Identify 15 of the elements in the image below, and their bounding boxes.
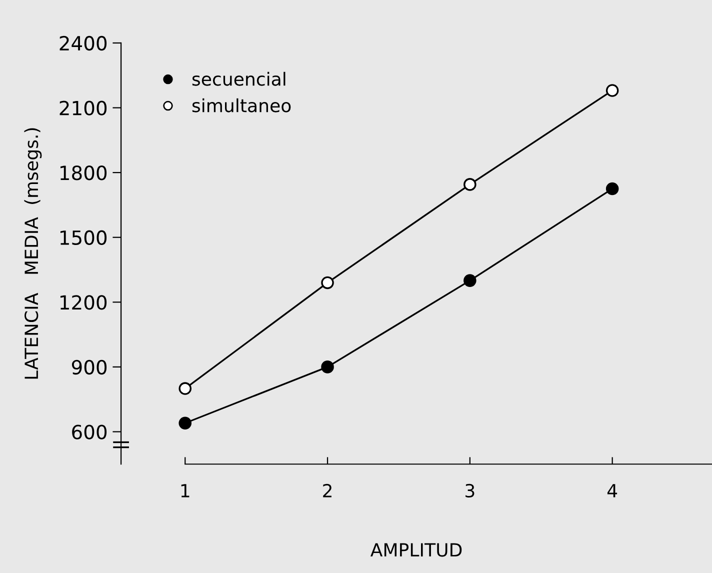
legend-label: secuencial — [192, 72, 286, 86]
y-tick-label: 900 — [72, 360, 107, 375]
x-tick-label: 1 — [181, 484, 190, 498]
y-axis-title: LATENCIA MEDIA (msegs.) — [24, 128, 42, 379]
y-tick-label: 2100 — [60, 100, 107, 116]
legend-label: simultaneo — [192, 98, 291, 112]
x-tick-label: 4 — [607, 484, 618, 498]
y-tick-label: 1500 — [60, 230, 107, 246]
y-tick-label: 600 — [72, 424, 107, 440]
x-tick-label: 3 — [466, 484, 474, 498]
x-tick-label: 2 — [323, 484, 332, 498]
y-tick-label: 2400 — [60, 36, 107, 51]
x-axis-title: AMPLITUD — [370, 543, 462, 557]
y-tick-label: 1200 — [60, 295, 107, 310]
y-tick-label: 1800 — [60, 166, 107, 180]
